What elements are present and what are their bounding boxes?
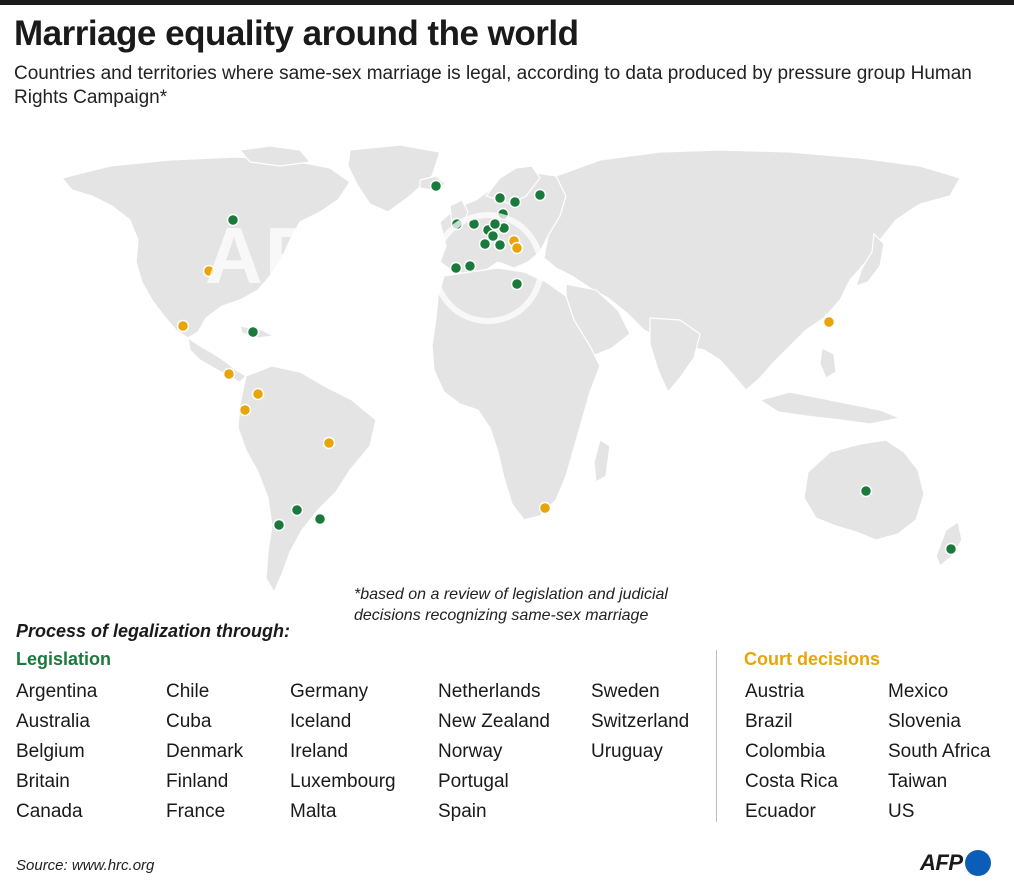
country-name: Malta (290, 801, 337, 822)
marker-switzerland (493, 238, 507, 252)
country-name: Belgium (16, 741, 85, 762)
marker-costa-rica (222, 367, 236, 381)
country-name: Iceland (290, 711, 352, 732)
legislation-column-5: Sweden Switzerland Uruguay (591, 680, 689, 770)
legislation-markers (226, 179, 958, 556)
india-landmass (649, 317, 701, 394)
southeast-asia-islands-landmass (758, 391, 903, 425)
country-name: Norway (438, 741, 503, 762)
south-america-landmass (237, 365, 377, 594)
country-name: Costa Rica (745, 771, 838, 792)
marker-france (478, 237, 492, 251)
country-name: Australia (16, 711, 90, 732)
marker-portugal (449, 261, 463, 275)
marker-uruguay (313, 512, 327, 526)
legislation-column-1: Argentina Australia Belgium Britain Canada (16, 680, 97, 830)
marker-iceland (429, 179, 443, 193)
country-name: Colombia (745, 741, 826, 762)
court-column-1: Austria Brazil Colombia Costa Rica Ecuador (745, 680, 838, 830)
afp-logo: AFP (920, 850, 991, 876)
afp-logo-circle-icon (964, 850, 991, 876)
legislation-heading: Legislation (16, 649, 112, 669)
page-subtitle: Countries and territories where same-sex… (14, 63, 972, 108)
country-name: Slovenia (888, 711, 961, 732)
country-name: Ireland (290, 741, 349, 762)
central-america-landmass (187, 336, 247, 383)
country-name: Brazil (745, 711, 793, 732)
country-name: Mexico (888, 681, 949, 702)
country-name: Luxembourg (290, 771, 396, 792)
country-name: South Africa (888, 741, 991, 762)
page-title: Marriage equality around the world (14, 14, 579, 53)
marker-mexico (176, 319, 190, 333)
marker-britain (467, 217, 481, 231)
marker-new-zealand (944, 542, 958, 556)
marker-cuba (246, 325, 260, 339)
world-map (60, 144, 963, 594)
country-name: Argentina (16, 681, 98, 702)
marker-chile (272, 518, 286, 532)
country-name: Finland (166, 771, 229, 792)
marker-malta (510, 277, 524, 291)
court-heading: Court decisions (744, 649, 881, 669)
afp-logo-text: AFP (920, 850, 963, 875)
greenland-landmass (347, 144, 441, 213)
country-name: Netherlands (438, 681, 541, 702)
country-name: Germany (290, 681, 369, 702)
country-name: Chile (166, 681, 210, 702)
country-name: Canada (16, 801, 83, 822)
legend-divider (716, 650, 717, 822)
marker-denmark (496, 207, 510, 221)
country-name: New Zealand (438, 711, 550, 732)
country-name: Taiwan (888, 771, 948, 792)
country-name: US (888, 801, 915, 822)
country-name: Britain (16, 771, 70, 792)
marker-norway (493, 191, 507, 205)
marker-spain (463, 259, 477, 273)
country-name: Sweden (591, 681, 660, 702)
marker-sweden (508, 195, 522, 209)
country-name: France (166, 801, 226, 822)
japan-landmass (855, 232, 885, 287)
marker-canada (226, 213, 240, 227)
madagascar-landmass (593, 439, 611, 484)
marker-slovenia (510, 241, 524, 255)
marker-ireland (450, 217, 464, 231)
philippines-landmass (819, 347, 837, 379)
north-america-landmass (60, 156, 351, 339)
marker-australia (859, 484, 873, 498)
marker-finland (533, 188, 547, 202)
marker-belgium (488, 217, 502, 231)
marker-us (202, 264, 216, 278)
process-label: Process of legalization through: (16, 621, 291, 641)
country-name: Denmark (166, 741, 244, 762)
country-name: Uruguay (591, 741, 663, 762)
marker-brazil (322, 436, 336, 450)
court-markers (176, 234, 836, 515)
country-name: Spain (438, 801, 487, 822)
canada-islands-landmass (238, 145, 312, 167)
legislation-column-3: Germany Iceland Ireland Luxembourg Malta (290, 680, 396, 830)
marker-taiwan (822, 315, 836, 329)
country-name: Austria (745, 681, 805, 702)
legislation-column-4: Netherlands New Zealand Norway Portugal Spai… (438, 680, 550, 830)
marker-ecuador (238, 403, 252, 417)
court-column-2: Mexico Slovenia South Africa Taiwan US (888, 680, 990, 830)
source-note: Source: www.hrc.org (16, 857, 155, 874)
asia-landmass (543, 149, 961, 391)
marker-south-africa (538, 501, 552, 515)
top-bar (0, 0, 1014, 5)
marker-luxembourg (486, 229, 500, 243)
marker-argentina (290, 503, 304, 517)
country-name: Cuba (166, 711, 212, 732)
marker-colombia (251, 387, 265, 401)
footnote: *based on a review of legislation and ju… (354, 586, 668, 624)
country-name: Ecuador (745, 801, 816, 822)
country-name: Portugal (438, 771, 509, 792)
legislation-column-2: Chile Cuba Denmark Finland France (166, 680, 243, 830)
country-name: Switzerland (591, 711, 690, 732)
